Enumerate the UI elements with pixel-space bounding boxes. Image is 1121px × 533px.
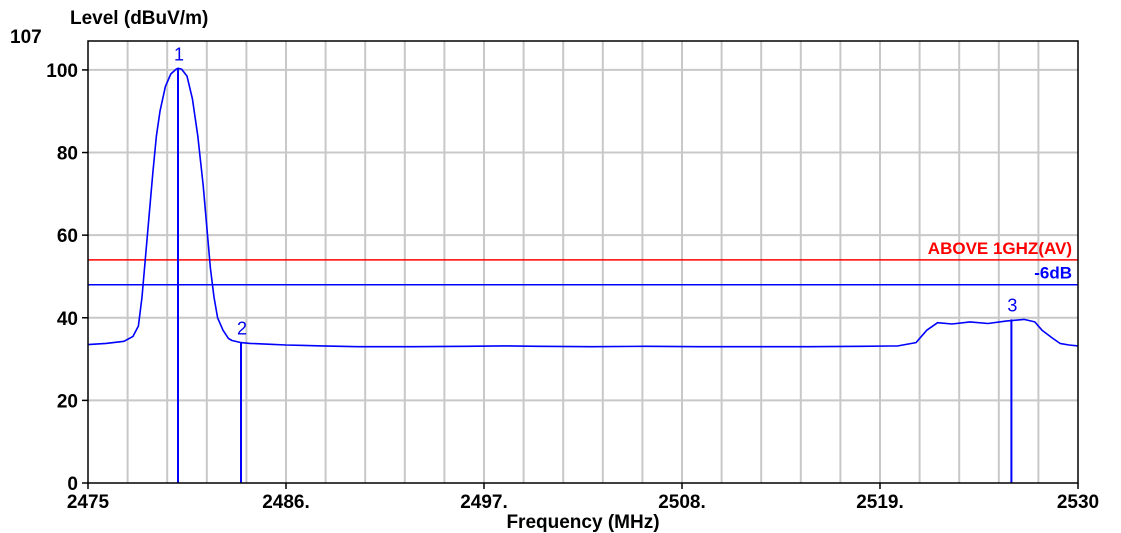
plot-frame [87,40,1079,484]
x-tick-label: 2508. [658,492,706,513]
limit-lines: ABOVE 1GHZ(AV) -6dB [88,239,1078,286]
y-tick-label: 60 [57,226,78,247]
x-axis-label: Frequency (MHz) [506,512,659,533]
marker-label: 3 [1007,295,1017,315]
y-tick-label: 0 [67,474,78,495]
y-axis-label: Level (dBuV/m) [70,8,208,29]
series [87,67,1079,348]
marker-label: 2 [237,319,247,339]
grid [88,41,1078,483]
x-tick-label: 2475 [67,492,110,513]
x-tick-label: 2497. [460,492,508,513]
plot-background [88,41,1078,483]
y-tick-label: 20 [57,391,78,412]
y-tick-label: 40 [57,309,78,330]
x-tick-label: 2519. [856,492,904,513]
y-tick-label: 100 [46,61,78,82]
x-tick-label: 2486. [262,492,310,513]
limit-line-label: ABOVE 1GHZ(AV) [928,239,1072,258]
series-line [87,67,1079,348]
x-tick-label: 2530 [1057,492,1099,513]
markers: 1 2 3 [174,44,1017,483]
y-top-label: 107 [10,27,42,48]
limit-line-label: -6dB [1034,264,1072,283]
y-tick-label: 80 [57,144,78,165]
axes: 0 20 40 60 80 100 2475 2486. 2497. 2508. 2519. 2530 [46,61,1099,513]
marker-label: 1 [174,44,184,64]
